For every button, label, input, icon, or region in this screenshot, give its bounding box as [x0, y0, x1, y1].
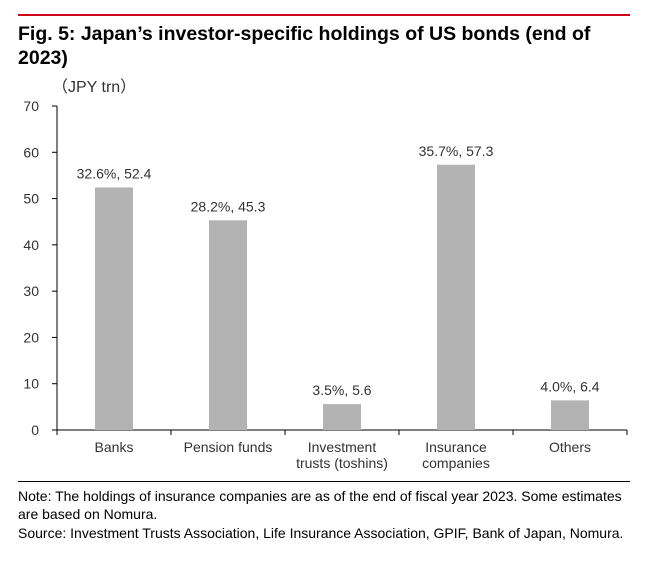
y-tick-label: 60 — [23, 144, 39, 160]
y-tick-label: 40 — [23, 237, 39, 253]
notes-block: Note: The holdings of insurance companie… — [18, 488, 638, 545]
x-tick-label: Insurance — [425, 439, 487, 455]
title-top-rule — [18, 14, 630, 16]
bar-data-label: 32.6%, 52.4 — [77, 165, 152, 181]
bar — [437, 164, 475, 431]
y-tick-label: 30 — [23, 283, 39, 299]
bar-chart: （JPY trn） 0 10 20 30 40 50 60 70 Banks Pension f… — [23, 78, 628, 471]
bar — [323, 404, 361, 430]
y-axis: 0 10 20 30 40 50 60 70 — [23, 98, 58, 438]
notes-divider — [18, 481, 630, 482]
note-text: Note: The holdings of insurance companie… — [18, 488, 622, 522]
y-tick-label: 10 — [23, 376, 39, 392]
bar — [209, 220, 247, 430]
x-tick-label: companies — [422, 455, 490, 471]
y-axis-unit-label: （JPY trn） — [52, 78, 136, 96]
chart-title: Fig. 5: Japan’s investor-specific holdin… — [18, 23, 591, 69]
y-tick-label: 70 — [23, 98, 39, 114]
x-tick-label: Pension funds — [184, 439, 273, 455]
bar-data-label: 4.0%, 6.4 — [540, 378, 599, 394]
x-tick-label: trusts (toshins) — [296, 455, 388, 471]
x-tick-label: Others — [549, 439, 591, 455]
bars: 32.6%, 52.4 28.2%, 45.3 3.5%, 5.6 35.7%, 57… — [77, 143, 600, 431]
bar-data-label: 28.2%, 45.3 — [191, 198, 266, 214]
bar-data-label: 35.7%, 57.3 — [419, 143, 494, 159]
y-tick-label: 0 — [31, 422, 39, 438]
source-text: Source: Investment Trusts Association, L… — [18, 525, 624, 541]
y-tick-label: 20 — [23, 329, 39, 345]
x-tick-label: Investment — [308, 439, 377, 455]
bar — [95, 187, 133, 430]
y-tick-label: 50 — [23, 191, 39, 207]
bar — [551, 400, 589, 430]
bar-data-label: 3.5%, 5.6 — [312, 382, 371, 398]
x-tick-label: Banks — [95, 439, 134, 455]
